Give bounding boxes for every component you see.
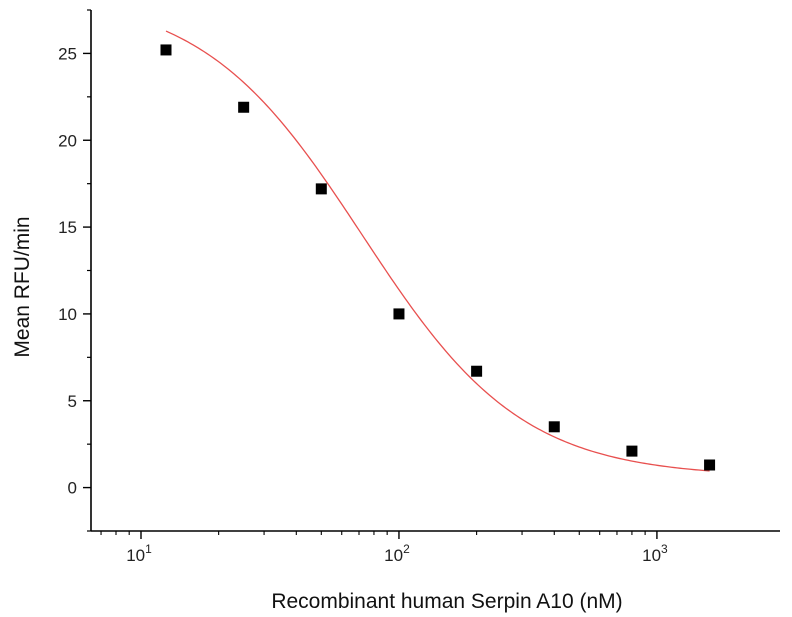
axes [90, 10, 780, 532]
x-tick-label: 101 [126, 542, 152, 565]
x-axis-title: Recombinant human Serpin A10 (nM) [271, 590, 622, 613]
y-tick-label: 15 [58, 218, 77, 237]
y-axis-title: Mean RFU/min [11, 216, 34, 357]
data-point [393, 308, 405, 320]
data-points [160, 44, 716, 471]
data-point [315, 183, 327, 195]
x-tick-label: 103 [642, 542, 668, 565]
data-point [704, 459, 716, 471]
data-point [238, 101, 250, 113]
y-ticks: 0 5 10 15 20 25 [58, 9, 91, 532]
data-point [471, 365, 483, 377]
fit-curve [165, 30, 710, 472]
y-tick-label: 0 [68, 479, 77, 498]
y-tick-label: 25 [58, 44, 77, 63]
x-tick-label: 102 [384, 542, 410, 565]
y-tick-label: 10 [58, 305, 77, 324]
x-ticks: 101 102 103 [100, 531, 668, 565]
data-point [626, 445, 638, 457]
y-tick-label: 5 [68, 392, 77, 411]
data-point [548, 421, 560, 433]
y-tick-label: 20 [58, 131, 77, 150]
data-point [160, 44, 172, 56]
